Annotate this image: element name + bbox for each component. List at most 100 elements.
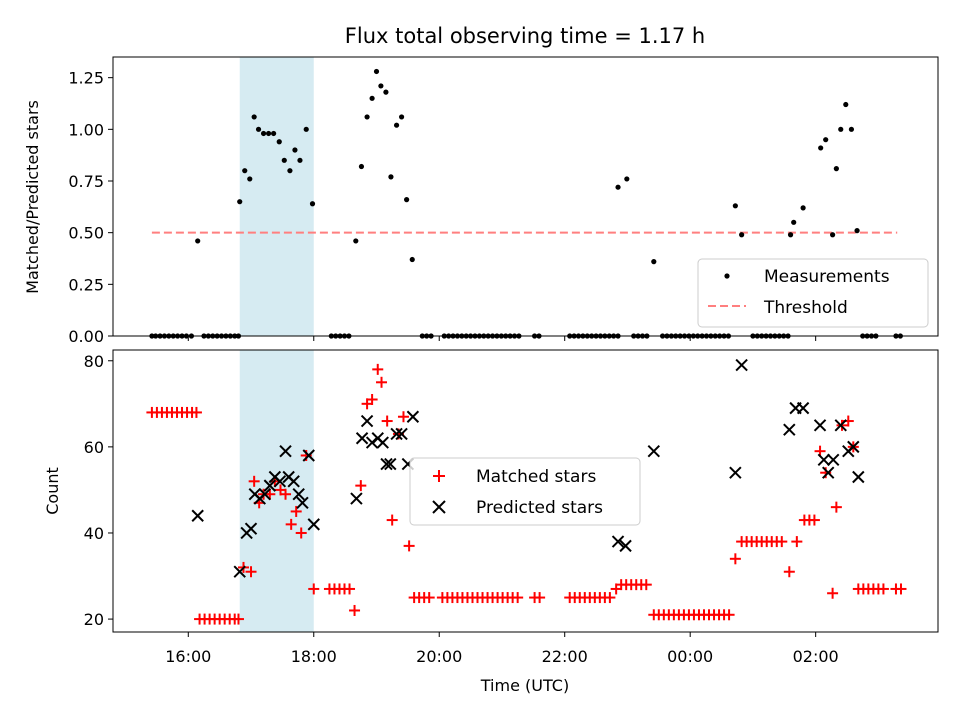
legend-predicted-marker xyxy=(432,500,446,514)
predicted-stars-points xyxy=(191,358,865,578)
predicted-star-point xyxy=(817,453,831,466)
measurement-point xyxy=(353,238,359,244)
matched-star-point xyxy=(604,592,616,604)
predicted-star-point xyxy=(611,535,625,548)
measurement-point xyxy=(787,232,794,238)
predicted-star-point xyxy=(847,440,860,454)
predicted-star-point xyxy=(360,414,374,428)
matched-star-point xyxy=(783,566,795,578)
measurement-point xyxy=(237,199,243,205)
matched-star-point xyxy=(290,505,302,517)
x-tick-label: 20:00 xyxy=(416,647,462,666)
measurement-point xyxy=(739,232,745,238)
matched-star-point xyxy=(827,587,839,599)
top-axes: 0.00 0.25 0.50 0.75 1.00 1.25 Matched/Predict… xyxy=(23,56,939,346)
x-tick-label: 22:00 xyxy=(542,647,588,666)
matched-star-point xyxy=(830,501,842,513)
top-x-ticks xyxy=(187,336,817,341)
bottom-y-tick-label: 80 xyxy=(84,352,104,371)
measurement-point xyxy=(818,145,824,151)
predicted-star-point xyxy=(292,488,305,501)
measurement-point xyxy=(651,259,657,265)
measurement-point xyxy=(364,114,370,120)
legend-measurements-label: Measurements xyxy=(764,267,890,287)
legend-threshold-label: Threshold xyxy=(763,298,848,318)
bottom-axes-frame xyxy=(112,349,939,633)
top-y-tick-label: 0.50 xyxy=(68,224,104,243)
matched-star-point xyxy=(376,376,388,388)
bottom-y-tick-label: 40 xyxy=(84,524,104,543)
predicted-star-point xyxy=(191,509,204,522)
measurement-point xyxy=(615,184,621,190)
predicted-star-point xyxy=(395,427,408,441)
measurement-point xyxy=(276,139,282,145)
predicted-star-point xyxy=(307,518,320,531)
matched-star-point xyxy=(776,536,788,548)
measurement-point xyxy=(383,89,389,95)
matched-star-point xyxy=(190,406,202,418)
predicted-star-point xyxy=(350,492,363,505)
measurement-point xyxy=(281,157,287,163)
chart-title: Flux total observing time = 1.17 h xyxy=(345,24,705,48)
measurement-point xyxy=(848,126,855,132)
bottom-y-axis-label: Count xyxy=(43,467,62,515)
measurement-point xyxy=(833,166,839,172)
matched-star-point xyxy=(280,488,292,500)
top-highlight-span xyxy=(239,57,314,336)
measurement-point xyxy=(247,176,253,182)
top-y-tick-label: 0.00 xyxy=(68,327,104,346)
top-legend-box xyxy=(697,258,929,328)
top-legend: Measurements Threshold xyxy=(697,258,929,328)
predicted-star-point xyxy=(302,449,315,462)
matched-star-point xyxy=(895,583,907,595)
matched-star-point xyxy=(423,592,435,604)
measurement-point xyxy=(393,122,400,128)
predicted-star-point xyxy=(263,479,277,492)
matched-stars-points xyxy=(146,363,907,625)
matched-star-point xyxy=(285,518,297,530)
matched-star-point xyxy=(512,592,524,604)
predicted-star-point xyxy=(296,496,309,510)
measurement-point xyxy=(260,130,267,137)
bottom-x-ticks: 16:00 18:00 20:00 22:00 00:00 02:00 xyxy=(165,632,839,666)
top-y-axis-label: Matched/Predicted stars xyxy=(23,100,42,294)
predicted-star-point xyxy=(273,475,287,488)
matched-star-point xyxy=(372,363,384,375)
x-tick-label: 16:00 xyxy=(165,647,211,666)
measurement-point xyxy=(624,176,630,182)
measurement-point xyxy=(251,114,257,120)
matched-star-point xyxy=(534,592,546,604)
predicted-star-point xyxy=(258,488,272,501)
predicted-star-point xyxy=(729,466,742,479)
measurement-point xyxy=(388,174,394,180)
matched-star-point xyxy=(308,583,320,595)
matched-star-point xyxy=(640,579,652,591)
matched-star-point xyxy=(808,514,820,526)
predicted-star-point xyxy=(287,475,300,488)
predicted-star-point xyxy=(384,457,397,471)
predicted-star-point xyxy=(647,444,661,458)
top-y-tick-label: 0.25 xyxy=(68,275,104,294)
top-y-ticks: 0.00 0.25 0.50 0.75 1.00 1.25 xyxy=(68,69,113,346)
x-tick-label: 18:00 xyxy=(291,647,337,666)
legend-matched-marker xyxy=(433,470,445,482)
measurement-point xyxy=(791,219,797,225)
top-y-tick-label: 0.75 xyxy=(68,172,104,191)
x-axis-label: Time (UTC) xyxy=(480,676,569,695)
matched-star-point xyxy=(381,415,393,427)
measurement-point xyxy=(732,203,738,209)
matched-star-point xyxy=(877,583,889,595)
predicted-star-point xyxy=(233,565,246,578)
matched-star-point xyxy=(232,613,244,625)
legend-predicted-label: Predicted stars xyxy=(476,498,603,518)
predicted-star-point xyxy=(244,522,258,535)
predicted-star-point xyxy=(834,419,847,432)
measurement-point xyxy=(358,163,365,170)
matched-star-point xyxy=(248,475,260,487)
predicted-star-point xyxy=(735,358,748,372)
top-axes-frame xyxy=(112,56,939,337)
matched-star-point xyxy=(403,540,415,552)
matched-star-point xyxy=(386,514,398,526)
matched-star-point xyxy=(355,480,367,492)
